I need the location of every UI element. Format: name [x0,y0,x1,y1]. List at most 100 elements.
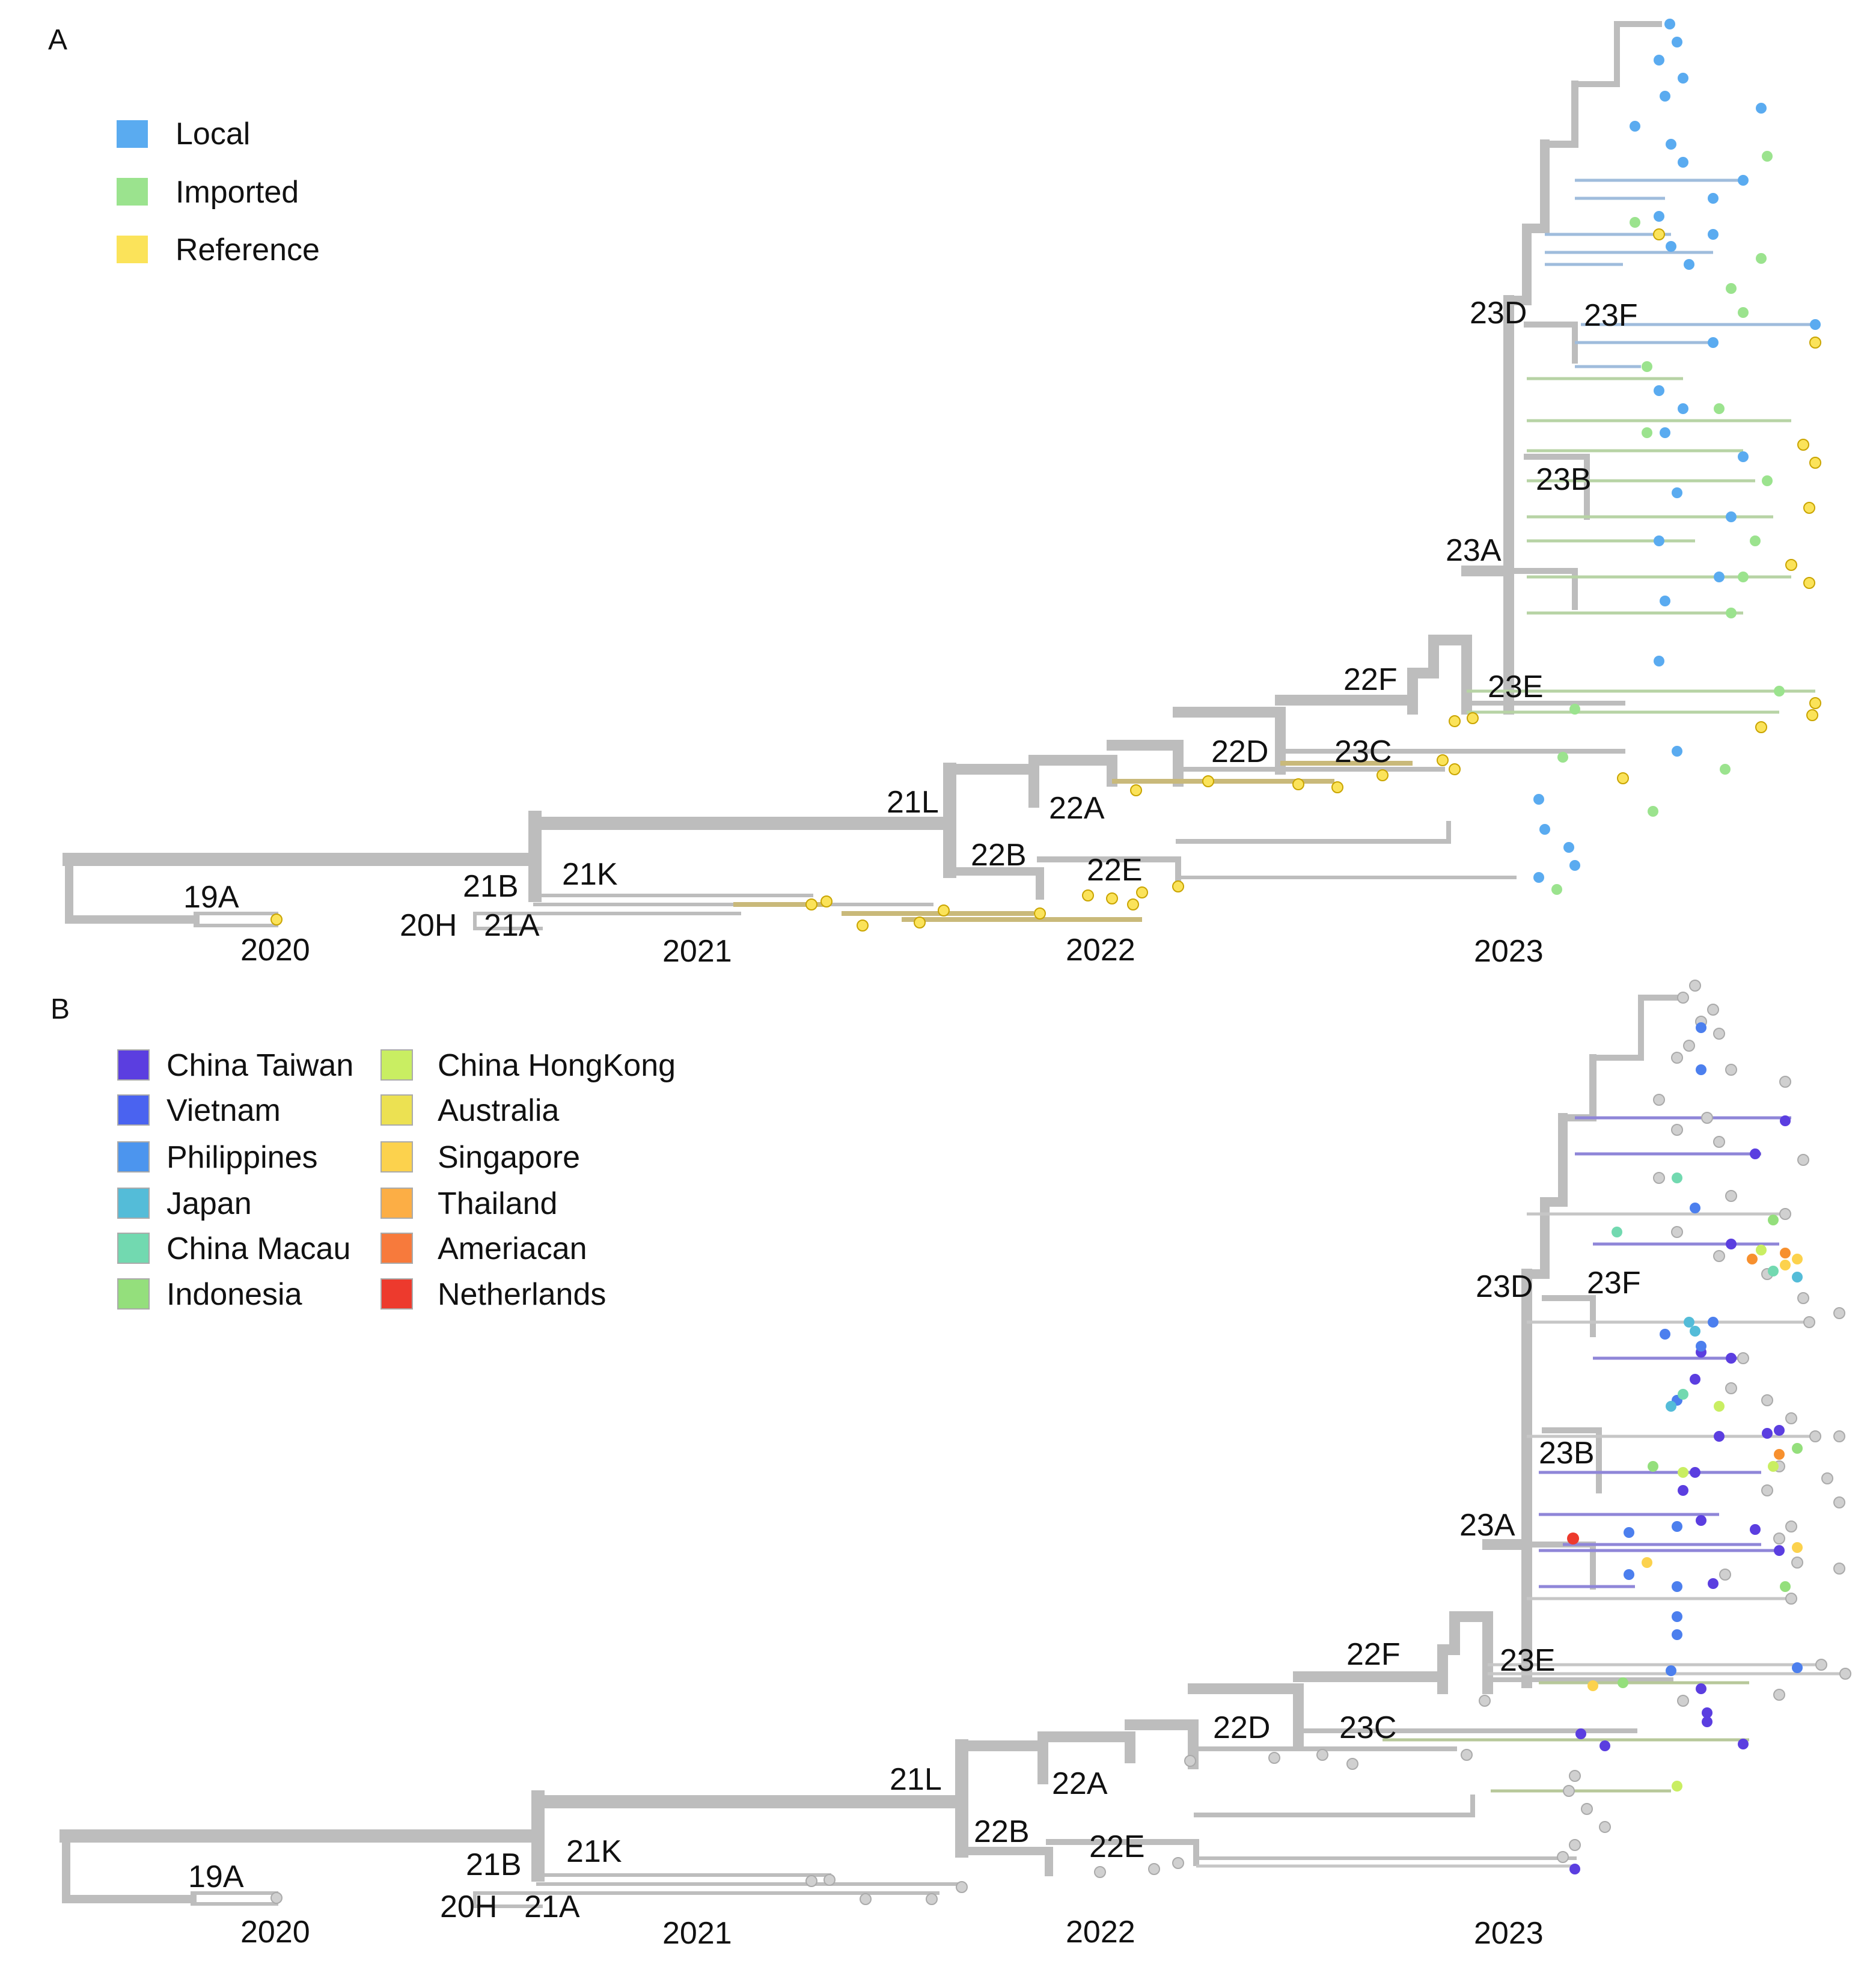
branch-23B-b [1542,1427,1602,1493]
panel-a-letter: A [48,24,67,56]
year-label-2020: 2020 [240,933,310,968]
root-backbone [65,855,200,924]
tip-dots-netherlands [1567,1532,1579,1545]
clade-label-20H-b: 20H [440,1889,497,1924]
tip-branches-mixed [1383,1681,1749,1793]
clade-label-23D-b: 23D [1476,1269,1533,1304]
clade-label-21B: 21B [463,869,519,904]
legend-label-china-hongkong: China HongKong [438,1048,676,1083]
legend-label-china-taiwan: China Taiwan [167,1048,353,1083]
root-backbone-b [62,1832,197,1903]
tip-dots-imported [1551,151,1785,895]
tip-dots-vietnam-philippines [1624,1022,1803,1676]
clade-label-23B-b: 23B [1539,1436,1595,1471]
clade-label-21A-b: 21A [524,1889,580,1924]
clade-label-23F: 23F [1584,298,1638,333]
branch-20H-21A-b [473,1891,940,1908]
clade-label-22B: 22B [971,838,1027,873]
legend-swatch-japan [117,1188,150,1219]
legend-swatch-china-hongkong [380,1049,413,1081]
panel-b-tips [270,980,1851,1905]
year-label-2020-b: 2020 [240,1915,310,1950]
legend-swatch-philippines [117,1141,150,1173]
branch-20H-21A [473,912,741,930]
legend-swatch-reference [117,236,148,263]
clade-label-21K-b: 21K [566,1834,622,1869]
legend-label-singapore: Singapore [438,1140,580,1175]
panel-a-tree [63,21,1662,930]
tip-dots-taiwan [1569,1115,1791,1874]
panel-b-clade-labels: 19A 20H 21A 21B 21K 21L 22A 22B 22D 22E … [188,1266,1641,1924]
clade-label-23B: 23B [1536,462,1592,497]
clade-label-21L: 21L [887,785,939,820]
legend-item-reference: Reference [117,233,320,267]
panel-b-legend: China Taiwan Vietnam Philippines Japan C… [117,1048,676,1312]
branch-23A-stem-b [1437,1611,1493,1694]
branch-22D-stem-b [1125,1719,1199,1769]
tip-branches-gray [1196,1212,1845,1868]
panel-a-tips [270,19,1821,932]
clade-label-22E-b: 22E [1089,1829,1145,1864]
branch-22A-node [1028,755,1117,787]
branch-23D-tip-cluster [1572,21,1662,87]
clade-label-23C: 23C [1334,734,1392,769]
panel-b-year-axis: 2020 2021 2022 2023 [240,1915,1544,1951]
legend-swatch-australia [380,1094,413,1126]
legend-label-netherlands: Netherlands [438,1277,606,1312]
branch-19A-b [191,1891,278,1906]
branch-23D-tip-cluster-b [1590,995,1686,1061]
branch-23A-inner [1506,568,1578,610]
year-label-2023: 2023 [1474,934,1544,969]
clade-label-21K: 21K [562,857,618,892]
clade-label-21A: 21A [484,908,540,943]
clade-label-22A-b: 22A [1052,1766,1108,1801]
legend-label-reference: Reference [176,233,320,267]
branch-23D-top [1541,81,1578,148]
panel-b-letter: B [50,993,70,1025]
legend-label-vietnam: Vietnam [167,1093,281,1128]
clade-label-23A-b: 23A [1459,1508,1515,1543]
tip-dots-china-hongkong [1672,1245,1779,1792]
clade-label-22D-b: 22D [1213,1710,1270,1745]
legend-label-local: Local [176,117,250,151]
branch-23F-b [1542,1295,1596,1337]
legend-label-thailand: Thailand [438,1186,557,1221]
year-label-2021-b: 2021 [662,1916,732,1951]
panel-b: B China Taiwan Vietnam Philippines Japan… [50,980,1851,1951]
node-22D-b [1188,1683,1304,1748]
legend-swatch-china-macau [117,1233,150,1264]
branch-23D-top-b [1559,1054,1596,1121]
clade-label-21L-b: 21L [890,1762,942,1797]
panel-a-legend: Local Imported Reference [117,117,320,267]
clade-label-22A: 22A [1049,791,1105,826]
branch-19A [194,912,278,927]
clade-label-22E: 22E [1087,853,1143,888]
legend-label-philippines: Philippines [167,1140,318,1175]
branch-22B [946,867,1044,900]
branch-23D [1504,139,1550,305]
year-label-2022-b: 2022 [1066,1915,1135,1950]
tip-branches-reference [733,761,1413,922]
branch-22A-node-b [1037,1731,1135,1763]
year-label-2021: 2021 [662,934,732,969]
legend-swatch-netherlands [380,1278,413,1310]
clade-label-23E-b: 23E [1500,1643,1556,1678]
legend-label-australia: Australia [438,1093,559,1128]
clade-label-22F: 22F [1343,662,1398,697]
legend-label-imported: Imported [176,175,299,210]
branch-22E-clade-b [1194,1795,1475,1817]
tip-dots-reference [270,228,1821,932]
legend-swatch-vietnam [117,1094,150,1126]
legend-swatch-ameriacan [380,1233,413,1264]
panel-b-tree [60,995,1686,1908]
tip-dots-gray [270,980,1851,1905]
panel-a: A Local Imported Reference [48,19,1821,969]
panel-a-clade-labels: 19A 20H 21A 21B 21K 21L 22A 22B 22D 22E … [183,296,1638,943]
branch-21K-tips-b [536,1873,964,1886]
legend-label-china-macau: China Macau [167,1231,350,1266]
legend-swatch-indonesia [117,1278,150,1310]
tip-dots-china-macau [1612,1173,1779,1400]
tip-dots-thailand-ameriacan [1747,1248,1791,1460]
branch-22E-b [1046,1839,1199,1866]
clade-label-21B-b: 21B [466,1847,522,1882]
